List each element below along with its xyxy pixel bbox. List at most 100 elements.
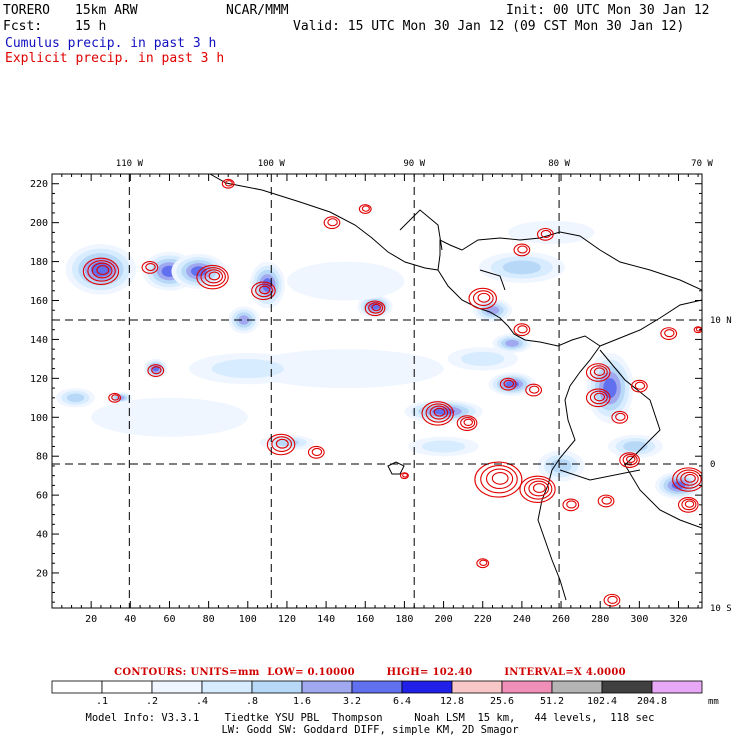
explicit-cell <box>266 433 296 456</box>
explicit-contour <box>597 494 615 508</box>
longitude-label: 90 W <box>403 159 425 169</box>
fcst-value: 15 h <box>75 19 107 34</box>
cumulus-contour-fill <box>603 378 617 399</box>
explicit-contour <box>615 412 626 421</box>
legend-bin-label: .8 <box>246 696 258 707</box>
explicit-cell <box>611 410 629 424</box>
legend-swatch <box>301 680 353 694</box>
legend-swatch <box>501 680 553 694</box>
cumulus-contour-fill <box>461 351 505 367</box>
explicit-cell <box>196 264 229 290</box>
x-tick-label: 120 <box>278 614 296 625</box>
cumulus-precip-label: Cumulus precip. in past 3 h <box>5 36 217 51</box>
explicit-cell <box>603 593 621 607</box>
legend-bin-label: .1 <box>96 696 108 707</box>
explicit-contour <box>626 455 636 463</box>
y-tick-label: 120 <box>30 374 48 385</box>
cumulus-cell <box>586 353 634 424</box>
explicit-precip-layer <box>82 178 702 607</box>
explicit-contour <box>680 471 699 486</box>
y-tick-label: 180 <box>30 257 48 268</box>
x-tick-label: 180 <box>395 614 413 625</box>
cumulus-cell <box>91 397 248 437</box>
x-tick-label: 300 <box>630 614 648 625</box>
explicit-contour <box>361 205 370 212</box>
explicit-cell <box>474 461 523 498</box>
explicit-contour <box>601 496 612 505</box>
explicit-contour <box>221 178 235 189</box>
explicit-contour <box>402 472 408 478</box>
explicit-contour <box>371 303 381 312</box>
x-tick-label: 60 <box>163 614 175 625</box>
explicit-contour <box>259 285 271 295</box>
explicit-cell <box>660 327 678 340</box>
explicit-contour <box>368 302 384 314</box>
y-tick-label: 60 <box>36 491 48 502</box>
explicit-contour <box>82 257 120 285</box>
explicit-cell <box>619 452 640 468</box>
cumulus-contour-fill <box>211 359 284 379</box>
legend-swatch <box>651 680 703 694</box>
explicit-contour <box>468 287 497 310</box>
explicit-cell <box>108 392 122 403</box>
explicit-contour <box>251 281 276 301</box>
explicit-contour <box>147 364 165 377</box>
explicit-contour <box>200 267 226 287</box>
model-info-line2: LW: Godd SW: Goddard DIFF, simple KM, 2D… <box>221 724 519 736</box>
explicit-contour <box>208 271 221 281</box>
explicit-contour <box>311 447 323 456</box>
latitude-label: 0 <box>710 460 715 470</box>
explicit-contour <box>693 326 702 334</box>
explicit-contour <box>87 260 116 282</box>
explicit-contour <box>425 403 452 423</box>
explicit-cell <box>597 494 615 508</box>
explicit-cell <box>536 227 554 241</box>
legend-bin-label: .2 <box>146 696 158 707</box>
explicit-cell <box>468 287 497 310</box>
explicit-contour <box>224 180 233 187</box>
explicit-contour <box>485 468 514 490</box>
explicit-cell <box>513 323 531 337</box>
units-text: UNITS=mm <box>190 667 260 678</box>
resolution: 15km ARW <box>75 3 138 18</box>
legend-swatch <box>51 680 103 694</box>
explicit-contour <box>672 467 702 492</box>
explicit-cell <box>476 558 490 569</box>
legend-swatch <box>101 680 153 694</box>
explicit-contour <box>499 377 517 391</box>
cumulus-cell <box>478 251 565 283</box>
explicit-contour <box>517 245 528 254</box>
explicit-cell <box>562 498 580 512</box>
y-tick-label: 140 <box>30 335 48 346</box>
explicit-contour <box>634 381 646 390</box>
x-tick-label: 40 <box>124 614 136 625</box>
explicit-cell <box>630 379 648 393</box>
explicit-cell <box>82 257 120 285</box>
legend-swatch <box>251 680 303 694</box>
cumulus-contour-fill <box>286 261 405 301</box>
explicit-contour <box>593 367 606 377</box>
explicit-contour <box>472 290 494 307</box>
cumulus-contour-fill <box>508 220 595 245</box>
x-tick-label: 140 <box>317 614 335 625</box>
explicit-contour <box>477 292 491 303</box>
explicit-contour <box>111 394 120 401</box>
contours-label: CONTOURS: UNITS=mm LOW= 0.10000 <box>114 667 355 678</box>
explicit-contour <box>566 500 577 509</box>
cumulus-contour-fill <box>66 393 85 403</box>
explicit-contour <box>562 498 580 512</box>
explicit-contour <box>603 593 621 607</box>
legend-bin-label: 51.2 <box>540 696 564 707</box>
explicit-contour <box>145 262 156 272</box>
explicit-contour <box>513 243 531 257</box>
legend-bin-label: 102.4 <box>587 696 617 707</box>
explicit-contour <box>96 265 110 276</box>
x-tick-label: 220 <box>474 614 492 625</box>
cumulus-contour-fill <box>91 397 248 437</box>
explicit-contour <box>460 416 476 429</box>
explicit-contour <box>677 497 699 513</box>
legend-bin-label: 204.8 <box>637 696 667 707</box>
latitude-label: 10 S <box>710 604 732 614</box>
explicit-contour <box>491 471 509 485</box>
longitude-label: 100 W <box>258 159 286 169</box>
